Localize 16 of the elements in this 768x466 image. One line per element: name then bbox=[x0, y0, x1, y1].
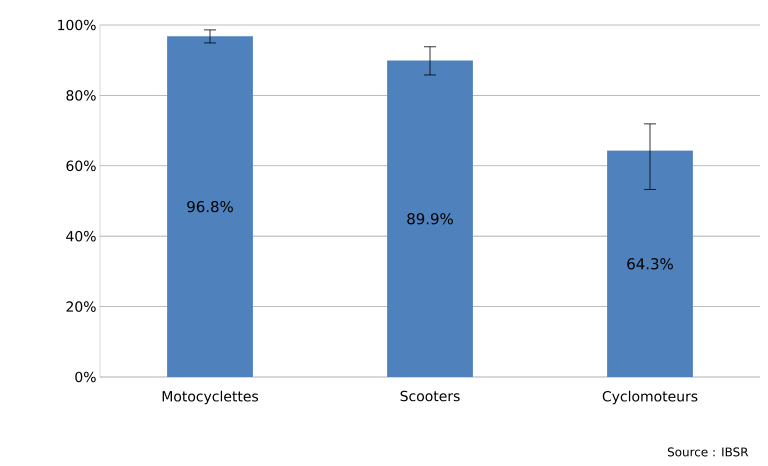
source-note: Source : IBSR bbox=[668, 447, 748, 456]
x-tick-label: Motocyclettes bbox=[162, 390, 258, 404]
y-tick-label: 60% bbox=[66, 160, 96, 172]
bar bbox=[387, 60, 473, 377]
data-label: 96.8% bbox=[187, 200, 233, 212]
data-label: 64.3% bbox=[627, 258, 673, 270]
x-tick-label: Scooters bbox=[400, 390, 460, 402]
y-tick-label: 100% bbox=[58, 20, 96, 30]
bar bbox=[167, 36, 253, 377]
x-tick-label: Cyclomoteurs bbox=[602, 390, 698, 404]
bar bbox=[607, 150, 693, 377]
y-tick-label: 80% bbox=[66, 90, 96, 101]
data-label: 89.9% bbox=[407, 213, 453, 224]
y-tick-label: 40% bbox=[66, 230, 96, 242]
y-tick-label: 20% bbox=[66, 301, 96, 312]
y-tick-label: 0% bbox=[75, 372, 96, 382]
